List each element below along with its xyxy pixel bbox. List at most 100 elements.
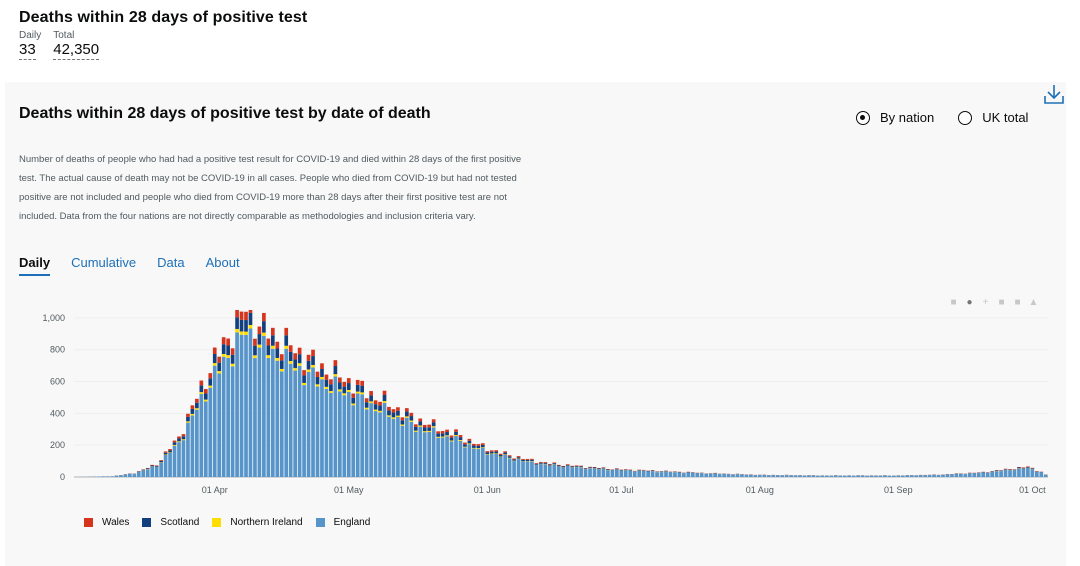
bar-scotland[interactable] xyxy=(628,469,633,471)
bar-scotland[interactable] xyxy=(579,466,583,468)
bar-england[interactable] xyxy=(190,415,195,477)
bar-scotland[interactable] xyxy=(306,360,311,370)
bar-scotland[interactable] xyxy=(297,354,302,364)
bar-scotland[interactable] xyxy=(467,440,472,444)
bar-wales[interactable] xyxy=(217,356,222,363)
bar-england[interactable] xyxy=(105,476,110,477)
bar-wales[interactable] xyxy=(262,312,266,322)
bar-northern-ireland[interactable] xyxy=(387,415,391,417)
bar-england[interactable] xyxy=(556,466,561,477)
bar-wales[interactable] xyxy=(293,353,297,360)
bar-england[interactable] xyxy=(740,474,744,477)
bar-scotland[interactable] xyxy=(588,467,592,469)
bar-scotland[interactable] xyxy=(463,444,467,447)
bar-england[interactable] xyxy=(360,394,365,477)
bar-scotland[interactable] xyxy=(427,427,432,431)
bar-england[interactable] xyxy=(539,464,543,477)
bar-england[interactable] xyxy=(1008,470,1012,477)
bar-wales[interactable] xyxy=(208,373,213,379)
bar-wales[interactable] xyxy=(592,466,597,468)
bar-wales[interactable] xyxy=(570,465,575,467)
bar-northern-ireland[interactable] xyxy=(297,363,302,366)
bar-england[interactable] xyxy=(735,474,740,477)
bar-england[interactable] xyxy=(288,363,293,477)
bar-wales[interactable] xyxy=(422,424,427,428)
bar-scotland[interactable] xyxy=(1003,469,1008,470)
bar-northern-ireland[interactable] xyxy=(391,417,396,419)
bar-scotland[interactable] xyxy=(311,356,315,365)
reset-axes-icon[interactable]: ▲ xyxy=(1028,297,1039,308)
bar-scotland[interactable] xyxy=(315,376,320,385)
bar-northern-ireland[interactable] xyxy=(230,363,235,367)
bar-wales[interactable] xyxy=(396,407,400,411)
bar-wales[interactable] xyxy=(297,347,302,355)
bar-wales[interactable] xyxy=(257,326,262,335)
bar-england[interactable] xyxy=(802,475,807,477)
bar-england[interactable] xyxy=(570,467,575,477)
bar-scotland[interactable] xyxy=(230,354,235,364)
bar-england[interactable] xyxy=(833,475,838,477)
bar-england[interactable] xyxy=(422,432,427,477)
bar-northern-ireland[interactable] xyxy=(315,384,320,387)
bar-england[interactable] xyxy=(999,471,1003,477)
bar-england[interactable] xyxy=(409,421,414,477)
bar-england[interactable] xyxy=(485,454,490,477)
bar-england[interactable] xyxy=(418,426,423,477)
bar-england[interactable] xyxy=(990,472,994,477)
bar-england[interactable] xyxy=(784,475,789,477)
radio-by-nation[interactable]: By nation xyxy=(856,110,934,125)
bar-england[interactable] xyxy=(503,454,507,477)
bar-northern-ireland[interactable] xyxy=(195,408,199,410)
bar-england[interactable] xyxy=(507,458,512,477)
bar-northern-ireland[interactable] xyxy=(503,454,507,455)
bar-scotland[interactable] xyxy=(405,411,409,417)
bar-england[interactable] xyxy=(713,473,717,477)
bar-england[interactable] xyxy=(869,475,874,477)
bar-scotland[interactable] xyxy=(324,379,329,387)
bar-scotland[interactable] xyxy=(329,384,333,392)
bar-scotland[interactable] xyxy=(145,468,150,470)
bar-england[interactable] xyxy=(346,391,351,477)
bar-northern-ireland[interactable] xyxy=(279,368,284,372)
bar-england[interactable] xyxy=(552,464,557,477)
bar-northern-ireland[interactable] xyxy=(476,448,481,449)
bar-scotland[interactable] xyxy=(154,465,159,467)
bar-wales[interactable] xyxy=(512,458,516,460)
bar-northern-ireland[interactable] xyxy=(346,389,351,392)
bar-wales[interactable] xyxy=(351,393,356,398)
bar-scotland[interactable] xyxy=(288,351,293,362)
bar-northern-ireland[interactable] xyxy=(270,345,275,349)
bar-northern-ireland[interactable] xyxy=(168,452,172,453)
bar-wales[interactable] xyxy=(400,417,405,421)
bar-scotland[interactable] xyxy=(413,426,418,431)
bar-northern-ireland[interactable] xyxy=(489,453,494,455)
bar-england[interactable] xyxy=(391,418,396,477)
tab-about[interactable]: About xyxy=(205,255,240,270)
bar-northern-ireland[interactable] xyxy=(324,386,329,389)
bar-england[interactable] xyxy=(762,474,767,477)
bar-wales[interactable] xyxy=(449,435,454,438)
bar-scotland[interactable] xyxy=(503,452,507,455)
bar-england[interactable] xyxy=(726,474,731,477)
bar-wales[interactable] xyxy=(346,378,351,384)
bar-wales[interactable] xyxy=(521,458,525,460)
bar-scotland[interactable] xyxy=(623,469,628,471)
tab-data[interactable]: Data xyxy=(157,255,185,270)
bar-england[interactable] xyxy=(449,441,454,477)
bar-england[interactable] xyxy=(382,402,387,477)
bar-northern-ireland[interactable] xyxy=(472,447,476,449)
bar-wales[interactable] xyxy=(279,354,284,361)
bar-northern-ireland[interactable] xyxy=(244,331,248,335)
bar-northern-ireland[interactable] xyxy=(284,345,289,349)
bar-wales[interactable] xyxy=(485,451,490,453)
bar-northern-ireland[interactable] xyxy=(382,401,387,403)
bar-england[interactable] xyxy=(610,470,615,477)
bar-scotland[interactable] xyxy=(168,450,172,453)
bar-england[interactable] xyxy=(825,475,829,477)
bar-northern-ireland[interactable] xyxy=(253,355,257,359)
bar-scotland[interactable] xyxy=(498,454,503,457)
bar-england[interactable] xyxy=(668,472,673,477)
bar-england[interactable] xyxy=(717,474,722,477)
bar-england[interactable] xyxy=(476,448,481,477)
bar-scotland[interactable] xyxy=(530,459,534,461)
